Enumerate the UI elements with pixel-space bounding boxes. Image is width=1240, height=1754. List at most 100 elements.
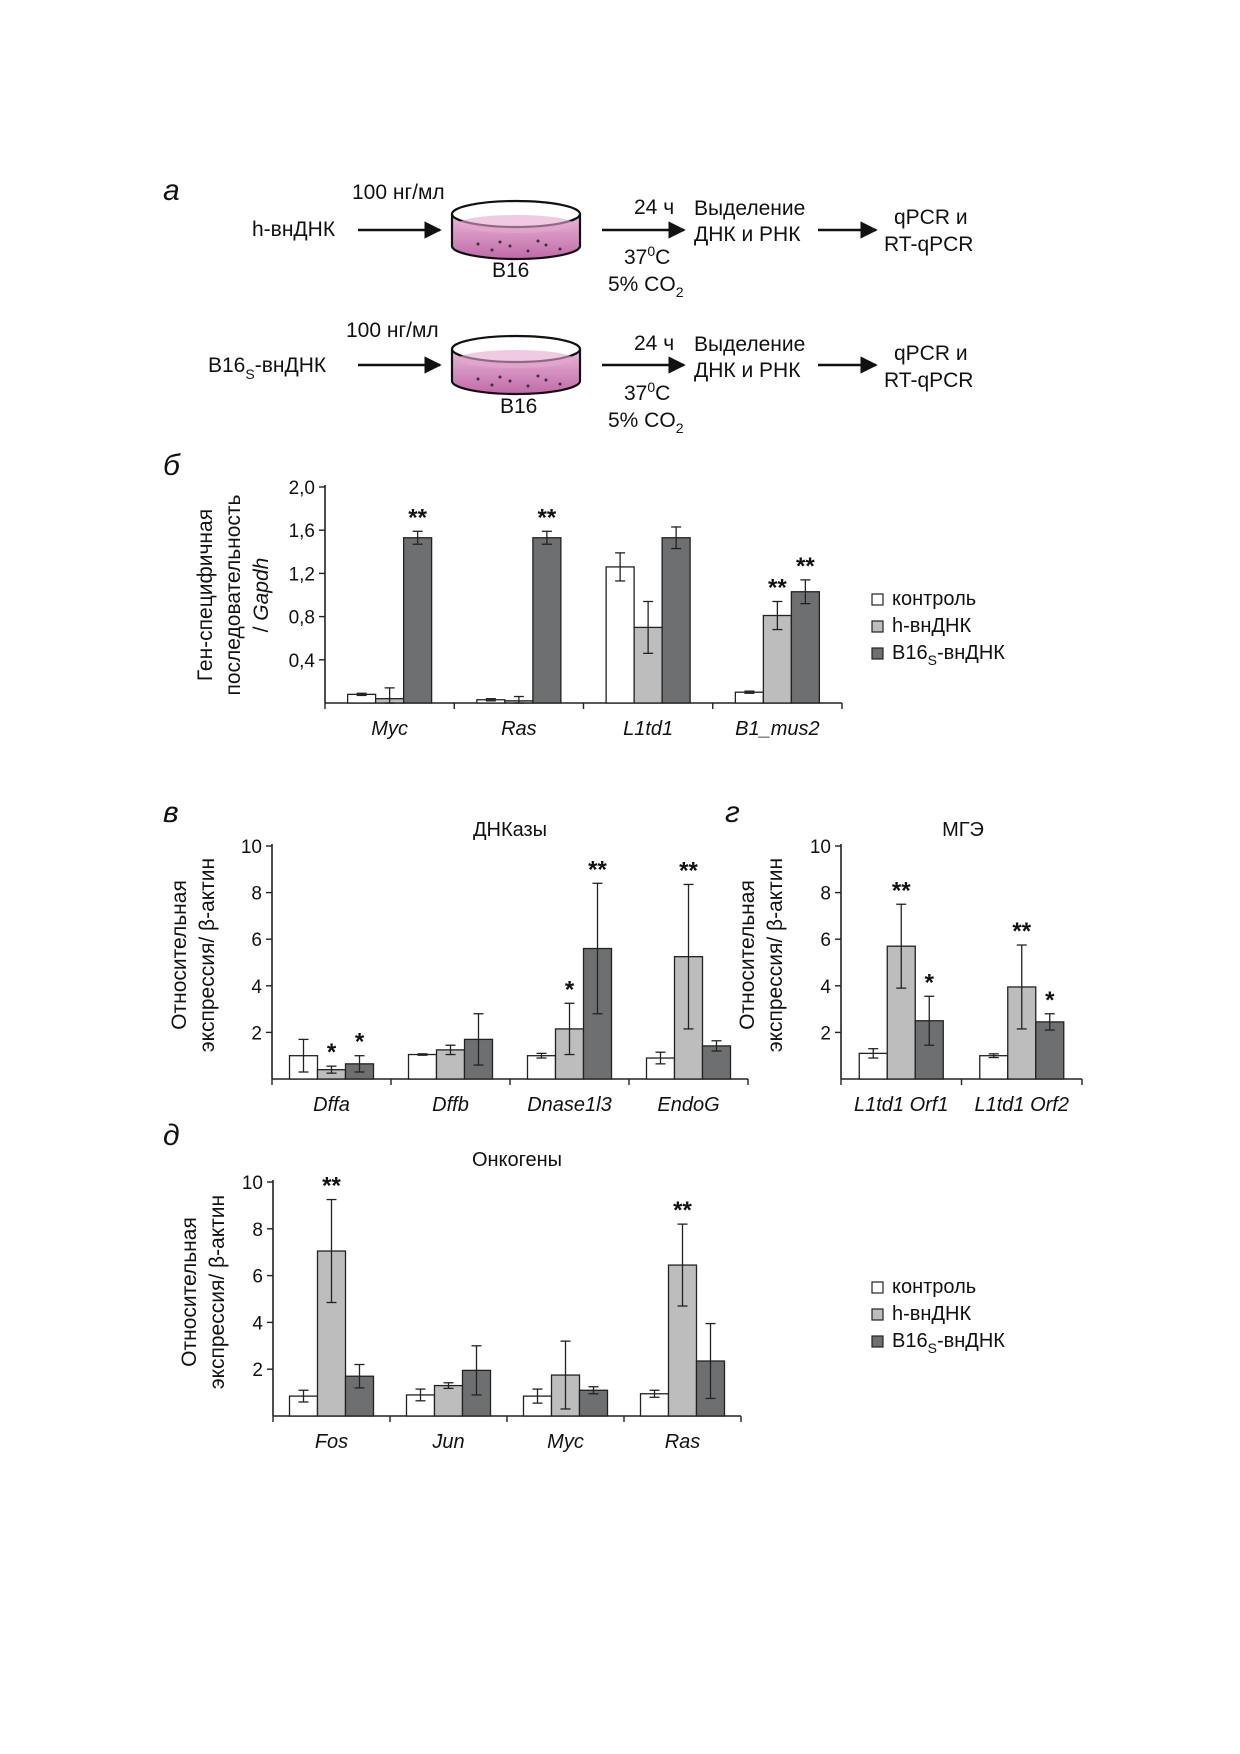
legend-swatch	[871, 620, 884, 633]
protocol-row-2: B16S-внДНК 100 нг/мл B16 24 ч 370C 5% CO…	[208, 319, 973, 436]
y-tick-label-v: 8	[251, 884, 262, 905]
category-label-g: L1td1 Orf1	[854, 1094, 949, 1116]
chart-title-d: Онкогены	[472, 1149, 562, 1171]
row2-step1-line2: ДНК и РНК	[694, 359, 801, 382]
panel-letter-d: д	[163, 1119, 180, 1152]
bar-b-2-2	[661, 537, 691, 704]
y-tick-label-v: 6	[251, 930, 262, 951]
row1-time-label: 24 ч	[634, 196, 674, 219]
row2-input-label: B16S-внДНК	[208, 354, 327, 382]
row1-cells-label: B16	[492, 259, 529, 282]
y-axis-label-part: /	[250, 621, 273, 633]
legend-label-main: B16	[892, 1330, 928, 1352]
legend-label-main: h-внДНК	[892, 615, 971, 637]
significance-mark-v: **	[679, 857, 698, 884]
category-label-d: Jun	[431, 1431, 464, 1453]
chart-d: д Онкогены Относительная экспрессия/ β-акти…	[163, 1119, 742, 1453]
category-label-v: Dffa	[313, 1094, 350, 1116]
legend-label-after: -внДНК	[937, 1330, 1005, 1352]
legend-label: h-внДНК	[892, 615, 971, 637]
row1-step1-line1: Выделение	[694, 197, 805, 220]
bar-v-1-0	[407, 1053, 438, 1080]
category-label-v: Dffb	[432, 1094, 469, 1116]
y-tick-label-b: 1,6	[289, 521, 315, 542]
row2-step2-line2: RT-qPCR	[884, 369, 973, 392]
y-tick-label-g: 8	[820, 884, 831, 905]
y-axis-label-v-0: Относительная	[168, 880, 191, 1030]
panel-a: а h-внДНК 100 нг/мл B16 24 ч 370C 5% CO2…	[163, 174, 973, 436]
y-tick-label-b: 0,4	[289, 651, 316, 672]
significance-mark-d: **	[673, 1197, 692, 1224]
chart-title-g: МГЭ	[942, 819, 984, 841]
panel-letter-a: а	[163, 174, 180, 207]
legend-label-sub: S	[928, 1340, 937, 1356]
category-label-v: EndoG	[657, 1094, 719, 1116]
y-tick-label-d: 10	[242, 1173, 263, 1194]
chart-title-v: ДНКазы	[473, 819, 547, 841]
category-label-d: Myc	[547, 1431, 584, 1453]
row1-temperature-label: 370C	[624, 243, 670, 269]
row1-step1-line2: ДНК и РНК	[694, 223, 801, 246]
significance-mark-g: *	[1045, 987, 1055, 1014]
category-label-g: L1td1 Orf2	[974, 1094, 1069, 1116]
row2-time-label: 24 ч	[634, 332, 674, 355]
chart-g: г МГЭ Относительная экспрессия/ β-актин 2 4 6 8…	[725, 796, 1083, 1116]
row1-step2-line2: RT-qPCR	[884, 233, 973, 256]
bar-v-2-0	[526, 1055, 557, 1080]
legend-label: h-внДНК	[892, 1303, 971, 1325]
legend-label: B16S-внДНК	[892, 1330, 1005, 1356]
y-tick-label-b: 0,8	[289, 608, 315, 629]
category-label-d: Fos	[315, 1431, 348, 1453]
bar-g-1-0	[979, 1055, 1009, 1080]
panel-letter-g: г	[725, 796, 740, 829]
bar-d-1-1	[433, 1384, 464, 1417]
row2-dose-label: 100 нг/мл	[346, 319, 439, 342]
category-label-v: Dnase1l3	[527, 1094, 612, 1116]
row2-temperature-label: 370C	[624, 379, 670, 405]
y-axis-label-d-1: экспрессия/ β-актин	[206, 1195, 229, 1389]
row1-input-label: h-внДНК	[252, 218, 336, 241]
significance-mark-v: *	[355, 1029, 365, 1056]
y-tick-label-g: 6	[820, 930, 831, 951]
significance-mark-v: *	[565, 976, 575, 1003]
significance-mark-b: **	[796, 553, 815, 580]
y-axis-label-g-0: Относительная	[736, 880, 759, 1030]
y-tick-label-d: 4	[252, 1313, 263, 1334]
row2-co2-label: 5% CO2	[608, 409, 684, 436]
significance-mark-g: **	[1012, 918, 1031, 945]
legend-label-main: B16	[892, 642, 928, 664]
y-axis-label-b-2: / Gapdh	[250, 558, 273, 633]
legend-b: контроль h-внДНК B16S-внДНК	[871, 588, 1005, 668]
y-tick-label-v: 2	[251, 1023, 262, 1044]
y-axis-label-d-0: Относительная	[178, 1217, 201, 1367]
bar-g-1-2	[1035, 1021, 1065, 1080]
legend-label-main: контроль	[892, 588, 976, 610]
row1-dose-label: 100 нг/мл	[352, 181, 445, 204]
bar-b-3-2	[790, 591, 821, 704]
category-label-b: B1_mus2	[735, 718, 820, 740]
significance-mark-v: **	[588, 856, 607, 883]
legend-label-main: h-внДНК	[892, 1303, 971, 1325]
row2-cells-label: B16	[500, 395, 537, 418]
y-tick-label-v: 4	[251, 977, 262, 998]
significance-mark-g: *	[925, 969, 935, 996]
legend-swatch	[871, 1335, 884, 1348]
legend-label-main: контроль	[892, 1276, 976, 1298]
significance-mark-b: **	[768, 574, 787, 601]
bar-b-0-2	[402, 537, 433, 704]
significance-mark-b: **	[408, 504, 427, 531]
y-axis-label-gene: Gapdh	[250, 558, 273, 621]
y-tick-label-b: 2,0	[289, 478, 315, 499]
row1-step2-line1: qPCR и	[894, 206, 968, 229]
legend-swatch	[871, 1281, 884, 1294]
bar-b-1-2	[532, 537, 562, 704]
y-axis-label-g-1: экспрессия/ β-актин	[764, 858, 787, 1052]
protocol-row-1: h-внДНК 100 нг/мл B16 24 ч 370C 5% CO2 В…	[252, 181, 973, 300]
y-tick-label-d: 8	[252, 1220, 263, 1241]
y-tick-label-v: 10	[241, 837, 262, 858]
category-label-d: Ras	[665, 1431, 701, 1453]
y-tick-label-g: 2	[820, 1023, 831, 1044]
category-label-b: Myc	[371, 718, 408, 740]
